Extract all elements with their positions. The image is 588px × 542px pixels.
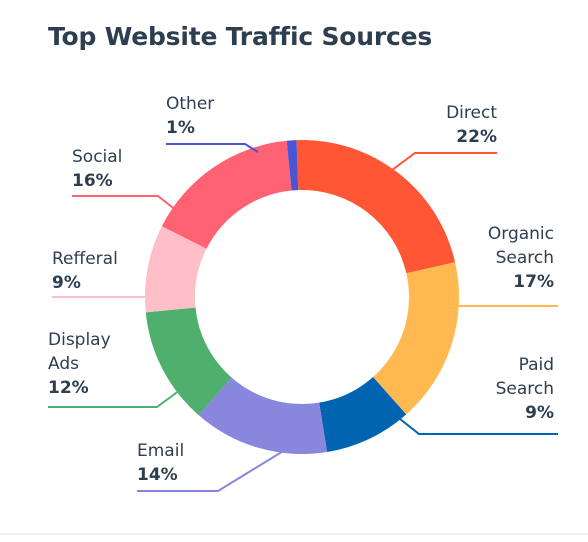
- label-name-other: Other: [166, 94, 214, 114]
- label-value-display-ads: 12%: [48, 378, 89, 398]
- label-value-paid-search: 9%: [525, 403, 554, 423]
- label-name-social: Social: [72, 147, 122, 167]
- label-name-email: Email: [137, 441, 184, 461]
- chart-card: Top Website Traffic Sources Direct 22% Org…: [48, 22, 558, 492]
- leader-line-email: [137, 449, 286, 492]
- label-name-display-ads: Ads: [48, 354, 79, 374]
- slice-social: [161, 140, 292, 249]
- label-group-social: Social 16%: [72, 147, 183, 216]
- slice-email: [198, 377, 328, 455]
- label-group-refferal: Refferal 9%: [52, 249, 147, 298]
- slice-other: [286, 140, 299, 191]
- label-value-email: 14%: [137, 465, 178, 485]
- leader-line-display-ads: [48, 389, 181, 408]
- label-group-other: Other 1%: [166, 94, 259, 153]
- label-group-direct: Direct 22%: [371, 103, 497, 186]
- slice-paid-search: [319, 377, 407, 452]
- leader-line-social: [72, 195, 183, 216]
- label-group-organic-search: Organic Search 17%: [455, 224, 558, 307]
- donut-chart: Direct 22% Organic Search 17% Paid Search 9% Ema…: [48, 94, 558, 492]
- slice-organic-search: [373, 262, 460, 415]
- label-value-direct: 22%: [456, 127, 497, 147]
- leader-line-paid-search: [394, 414, 558, 435]
- slice-display-ads: [145, 307, 232, 416]
- leader-line-other: [166, 143, 259, 153]
- label-name-organic-search: Organic: [488, 224, 554, 244]
- label-value-other: 1%: [166, 118, 195, 138]
- bottom-divider: [0, 533, 588, 535]
- chart-title: Top Website Traffic Sources: [48, 22, 433, 51]
- label-value-refferal: 9%: [52, 273, 81, 293]
- label-name-direct: Direct: [446, 103, 497, 123]
- slice-direct: [296, 140, 456, 274]
- label-name-organic-search: Search: [496, 248, 554, 268]
- label-name-paid-search: Search: [496, 379, 554, 399]
- label-name-display-ads: Display: [48, 330, 111, 350]
- label-group-display-ads: Display Ads 12%: [48, 330, 181, 408]
- label-value-social: 16%: [72, 171, 113, 191]
- label-group-email: Email 14%: [137, 441, 286, 492]
- label-value-organic-search: 17%: [513, 272, 554, 292]
- label-name-paid-search: Paid: [519, 355, 554, 375]
- slice-refferal: [145, 226, 207, 313]
- label-group-paid-search: Paid Search 9%: [394, 355, 558, 435]
- label-name-refferal: Refferal: [52, 249, 118, 269]
- leader-line-direct: [371, 152, 497, 186]
